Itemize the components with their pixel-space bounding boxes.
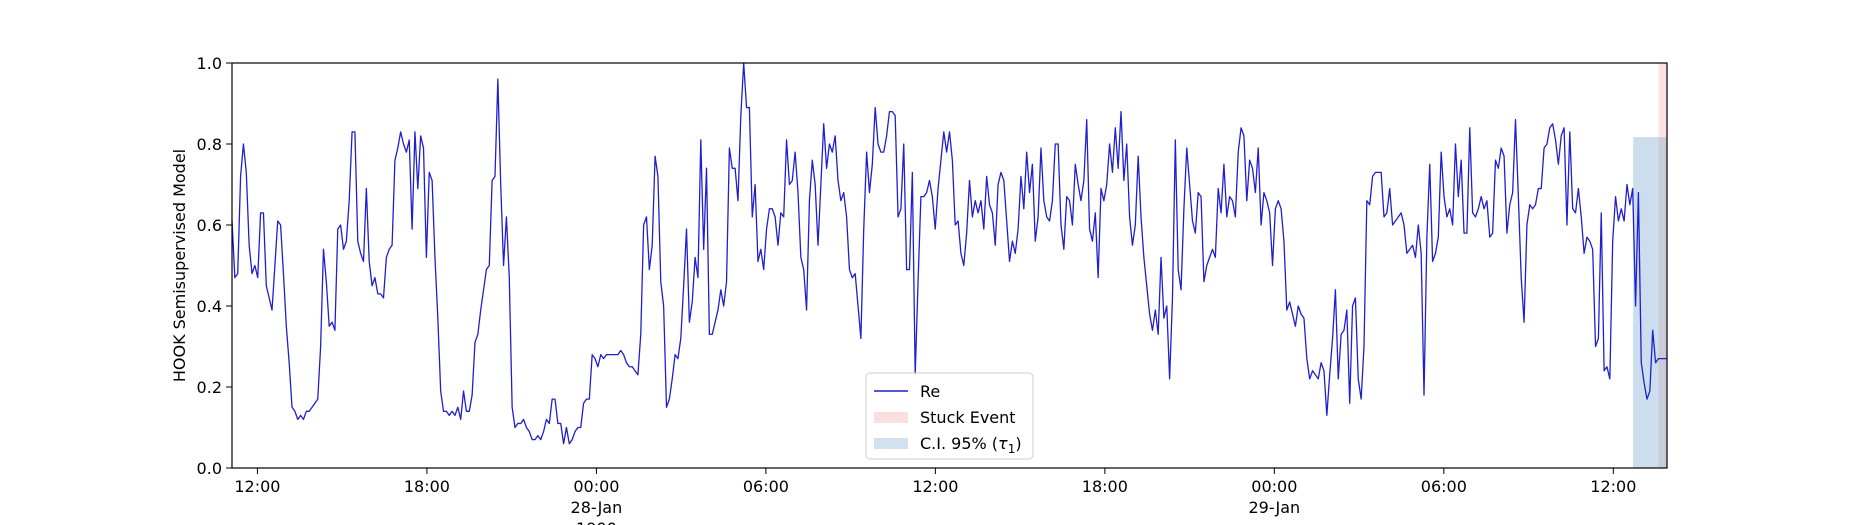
x-tick-label: 18:00 (404, 477, 450, 496)
x-tick-label: 12:00 (912, 477, 958, 496)
x-tick-label: 12:00 (1590, 477, 1636, 496)
stuck-event-band (1658, 63, 1667, 468)
y-axis-label: HOOK Semisupervised Model (170, 149, 189, 382)
y-tick-label: 0.4 (197, 297, 222, 316)
y-axis: 0.0 0.2 0.4 0.6 0.8 1.0 (197, 54, 232, 478)
y-tick-label: 0.2 (197, 378, 222, 397)
x-tick-label: 1900 (576, 519, 617, 525)
legend-swatch-ci (874, 438, 908, 449)
x-tick-label: 00:00 (573, 477, 619, 496)
x-tick-label: 12:00 (234, 477, 280, 496)
x-tick-label: 18:00 (1082, 477, 1128, 496)
y-tick-label: 0.6 (197, 216, 222, 235)
confidence-interval-band (1633, 137, 1667, 469)
plot-frame (231, 62, 1668, 469)
x-axis: 12:00 18:00 00:00 28-Jan 1900 06:00 12:00 18:00… (234, 468, 1636, 525)
series-line-re (231, 62, 1667, 445)
y-tick-label: 0.0 (197, 459, 222, 478)
y-tick-label: 1.0 (197, 54, 222, 73)
x-tick-label: 06:00 (743, 477, 789, 496)
legend-box (865, 372, 1034, 460)
legend-swatch-stuck-event (874, 412, 908, 423)
x-tick-label: 06:00 (1421, 477, 1467, 496)
legend: Re Stuck Event C.I. 95% (τ1) (865, 372, 1034, 460)
x-tick-label: 00:00 (1251, 477, 1297, 496)
y-tick-label: 0.8 (197, 135, 222, 154)
legend-label: Stuck Event (920, 408, 1016, 427)
x-tick-label: 29-Jan (1249, 498, 1301, 517)
legend-label: C.I. 95% (τ1) (920, 434, 1022, 456)
x-tick-label: 28-Jan (571, 498, 623, 517)
legend-label: Re (920, 382, 940, 401)
bands-layer (1633, 63, 1667, 469)
series-layer (231, 62, 1667, 445)
